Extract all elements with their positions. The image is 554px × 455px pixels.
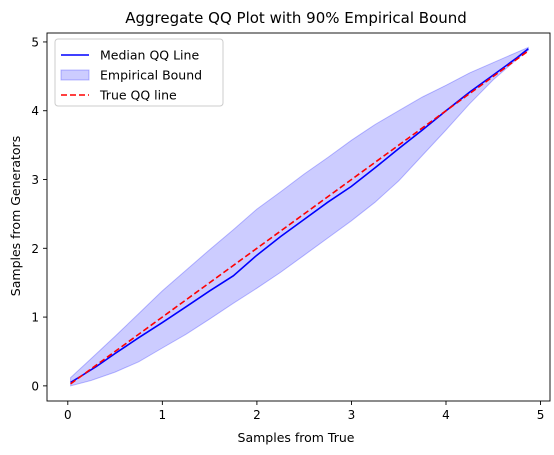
legend-label: Median QQ Line [100,48,199,63]
x-axis-label: Samples from True [238,430,355,445]
chart-title: Aggregate QQ Plot with 90% Empirical Bou… [125,9,467,27]
y-tick-label: 1 [31,311,39,325]
y-axis-label: Samples from Generators [8,136,23,296]
series-true-qq-line [70,50,529,385]
y-tick-label: 2 [31,242,39,256]
legend-label: True QQ line [99,88,177,103]
x-tick-label: 4 [442,408,450,422]
plot-area [46,32,551,402]
legend-label: Empirical Bound [100,68,202,83]
legend-box [54,38,224,107]
x-tick-label: 0 [64,408,72,422]
y-tick-label: 3 [31,173,39,187]
legend: Median QQ Line Empirical Bound True QQ lin… [54,38,224,107]
y-tick-label: 5 [31,35,39,49]
y-tick-label: 4 [31,104,39,118]
axes-frame [46,32,551,402]
x-tick-label: 2 [253,408,261,422]
x-tick-label: 5 [537,408,545,422]
legend-swatch [60,69,90,81]
y-tick-label: 0 [31,379,39,393]
axis-ticks: 0 1 2 3 4 5 0 1 2 3 4 5 [31,35,544,422]
x-tick-label: 1 [159,408,167,422]
x-tick-label: 3 [348,408,356,422]
